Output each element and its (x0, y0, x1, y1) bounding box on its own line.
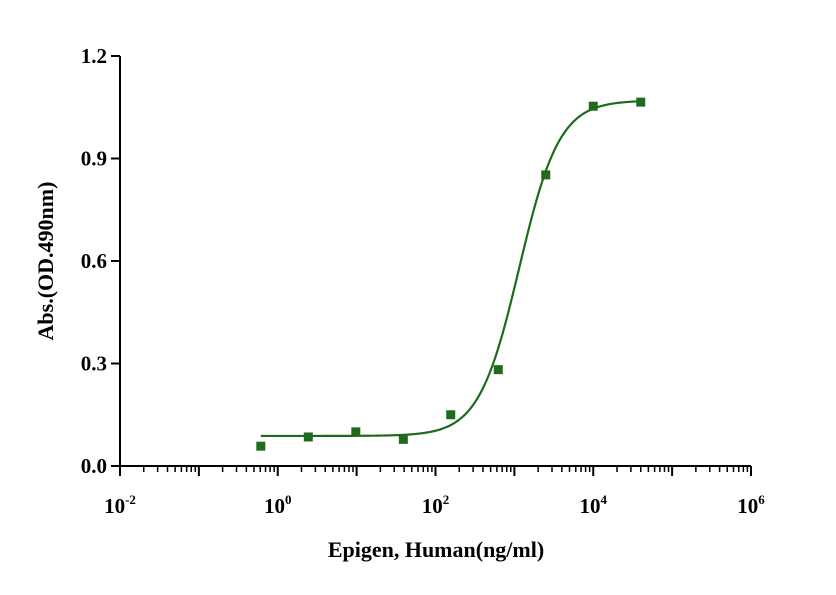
x-tick-label: 104 (580, 492, 608, 518)
data-point (351, 427, 361, 437)
y-tick-label: 0.0 (81, 454, 107, 478)
fit-curve (260, 100, 641, 438)
data-point (541, 170, 551, 180)
x-axis-title: Epigen, Human(ng/ml) (328, 537, 544, 562)
data-point (256, 441, 266, 451)
y-tick-label: 0.9 (81, 147, 107, 171)
data-point (588, 101, 598, 111)
y-axis: 0.0 0.3 0.6 0.9 1.2 Abs.(OD.490nm) (33, 44, 121, 478)
y-tick-label: 0.6 (81, 249, 107, 273)
plot-area (256, 97, 646, 451)
data-point (398, 434, 408, 444)
data-point (636, 97, 646, 107)
y-axis-title: Abs.(OD.490nm) (33, 182, 58, 341)
x-tick-label: 10-2 (104, 492, 136, 518)
y-tick-label: 1.2 (81, 44, 107, 68)
x-tick-label: 102 (422, 492, 450, 518)
x-tick-label: 100 (264, 492, 292, 518)
y-tick-label: 0.3 (81, 352, 107, 376)
x-axis: 10-2 100 102 104 106 Epigen, Human(ng/ml) (104, 465, 765, 562)
data-point (493, 365, 503, 375)
data-point (303, 432, 313, 442)
data-point (446, 410, 456, 420)
x-tick-label: 106 (737, 492, 765, 518)
